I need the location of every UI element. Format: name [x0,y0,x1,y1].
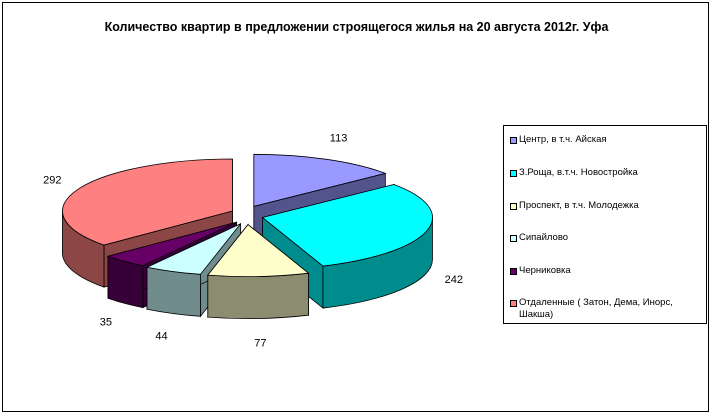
legend-item: Центр, в т.ч. Айская [510,134,705,146]
chart-title: Количество квартир в предложении строяще… [104,20,609,34]
legend-swatch [510,235,517,242]
data-label: 35 [100,316,112,328]
legend-label: Черниковка [519,265,571,276]
data-label: 113 [330,133,348,145]
legend-swatch [510,170,517,177]
legend-item: Сипайлово [510,232,705,244]
legend-swatch [510,300,517,307]
data-label: 242 [445,274,463,286]
data-label: 44 [155,330,167,342]
legend-label: Проспект, в т.ч. Молодежка [519,200,639,211]
data-label: 77 [254,337,266,349]
legend-label: Отдаленные ( Затон, Дема, Инорс, Шакша) [519,297,673,320]
legend-item: Отдаленные ( Затон, Дема, Инорс, Шакша) [510,297,705,321]
legend-swatch [510,203,517,210]
legend-item: З.Роща, в.т.ч. Новостройка [510,167,705,179]
legend-item: Черниковка [510,265,705,277]
legend-label: Сипайлово [519,232,569,243]
legend-label: З.Роща, в.т.ч. Новостройка [519,167,638,178]
legend-label: Центр, в т.ч. Айская [519,134,607,145]
data-label: 292 [43,174,61,186]
legend-swatch [510,137,517,144]
pie-slice [207,223,310,319]
chart-legend: Центр, в т.ч. Айская З.Роща, в.т.ч. Новос… [503,125,707,324]
legend-swatch [510,268,517,275]
legend-item: Проспект, в т.ч. Молодежка [510,200,705,212]
